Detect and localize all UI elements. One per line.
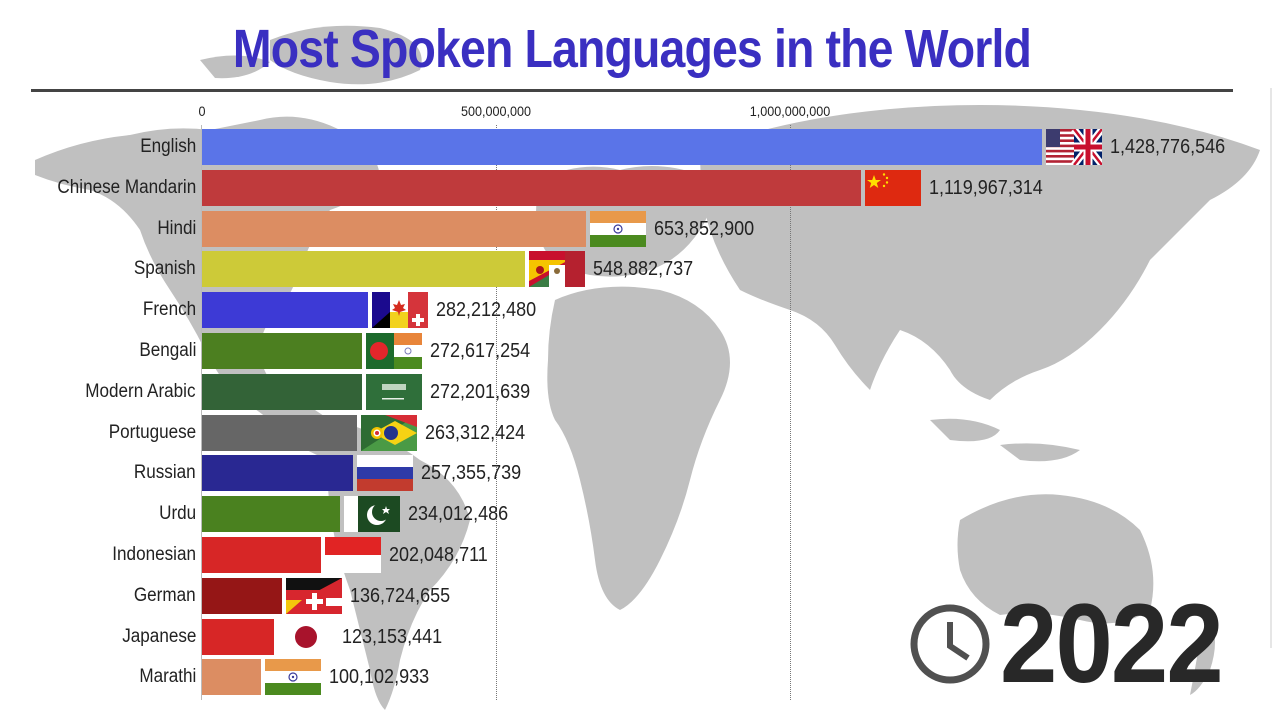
bar-row: Indonesian 202,048,711 xyxy=(0,537,1280,573)
bar xyxy=(202,577,282,614)
axis-tick-label: 500,000,000 xyxy=(460,103,532,119)
bar-label: French xyxy=(142,299,196,321)
bar-row: Japanese 123,153,441 xyxy=(0,618,1280,655)
bar-row: German 136,724,655 xyxy=(0,577,1280,614)
bar-row: Marathi 100,102,933 xyxy=(0,659,1280,696)
bangladesh-india-flag-icon xyxy=(366,333,422,369)
bar-value: 272,201,639 xyxy=(430,380,531,403)
bar-row: Russian 257,355,739 xyxy=(0,455,1280,492)
bar-label: Spanish xyxy=(134,258,196,280)
india-flag-icon xyxy=(590,210,646,247)
year-indicator: 2022 xyxy=(908,588,1241,700)
bar-value: 100,102,933 xyxy=(329,666,430,689)
bar xyxy=(202,251,525,288)
bar-label: Urdu xyxy=(158,503,196,525)
bar xyxy=(202,333,362,369)
china-flag-icon xyxy=(865,169,921,206)
bar xyxy=(202,169,861,206)
gridline xyxy=(496,125,497,700)
bar-value: 1,428,776,546 xyxy=(1110,136,1226,158)
bar-row: Bengali 272,617,254 xyxy=(0,333,1280,369)
russia-flag-icon xyxy=(357,455,413,492)
bar-value: 123,153,441 xyxy=(342,625,443,648)
clock-icon xyxy=(910,604,990,684)
bar-value: 1,119,967,314 xyxy=(929,176,1043,199)
bar-row: Hindi 653,852,900 xyxy=(0,210,1280,247)
year-label: 2022 xyxy=(1000,581,1224,706)
bar xyxy=(202,537,321,573)
bar-value: 257,355,739 xyxy=(421,462,522,485)
bar-label: Bengali xyxy=(138,340,196,361)
bar xyxy=(202,414,357,451)
bar-row: Spanish 548,882,737 xyxy=(0,251,1280,288)
chart-title: Most Spoken Languages in the World xyxy=(232,19,1032,79)
bar xyxy=(202,659,261,696)
bar-value: 202,048,711 xyxy=(389,544,488,566)
bar-label: Modern Arabic xyxy=(85,380,196,402)
bar-label: German xyxy=(134,584,196,606)
bar-label: Russian xyxy=(134,462,196,484)
bar xyxy=(202,496,340,533)
bar-label: Japanese xyxy=(121,625,196,647)
axis-zero-line xyxy=(201,125,202,700)
bar xyxy=(202,210,586,247)
bar xyxy=(202,129,1042,165)
bar-value: 548,882,737 xyxy=(593,258,694,281)
bar-label: English xyxy=(139,136,196,157)
bar-label: Chinese Mandarin xyxy=(57,176,196,198)
bar-label: Indonesian xyxy=(112,544,196,565)
bar-label: Portuguese xyxy=(108,421,196,443)
bar-value: 272,617,254 xyxy=(430,340,531,362)
portugal-brazil-flag-icon xyxy=(361,414,417,451)
bar-row: Portuguese 263,312,424 xyxy=(0,414,1280,451)
bar-row: Chinese Mandarin 1,119,967,314 xyxy=(0,169,1280,206)
bar-value: 282,212,480 xyxy=(436,299,537,322)
bar xyxy=(202,455,353,492)
bar-row: Urdu 234,012,486 xyxy=(0,496,1280,533)
bar-value: 263,312,424 xyxy=(425,421,526,444)
france-canada-swiss-flag-icon xyxy=(372,292,428,329)
bar-row: English 1,428,776,546 xyxy=(0,129,1280,165)
bar xyxy=(202,373,362,410)
indonesia-flag-icon xyxy=(325,537,381,573)
bar-row: French 282,212,480 xyxy=(0,292,1280,329)
gridline xyxy=(790,125,791,700)
bar-value: 136,724,655 xyxy=(350,584,451,607)
bar-label: Hindi xyxy=(157,217,196,239)
title-underline xyxy=(31,89,1233,92)
india-flag-icon xyxy=(265,659,321,696)
axis-tick-label: 0 xyxy=(198,103,206,119)
bar xyxy=(202,618,274,655)
bar-value: 234,012,486 xyxy=(408,503,509,526)
bar-value: 653,852,900 xyxy=(654,217,755,240)
spain-mexico-flag-icon xyxy=(529,251,585,288)
bar xyxy=(202,292,368,329)
pakistan-flag-icon xyxy=(344,496,400,533)
frame-edge xyxy=(1270,88,1272,648)
germany-swiss-flag-icon xyxy=(286,577,342,614)
axis-tick-label: 1,000,000,000 xyxy=(749,103,831,119)
bar-row: Modern Arabic 272,201,639 xyxy=(0,373,1280,410)
us-uk-flag-icon xyxy=(1046,129,1102,165)
bar-label: Marathi xyxy=(138,666,196,688)
saudi-arabia-flag-icon xyxy=(366,373,422,410)
japan-flag-icon xyxy=(278,618,334,655)
